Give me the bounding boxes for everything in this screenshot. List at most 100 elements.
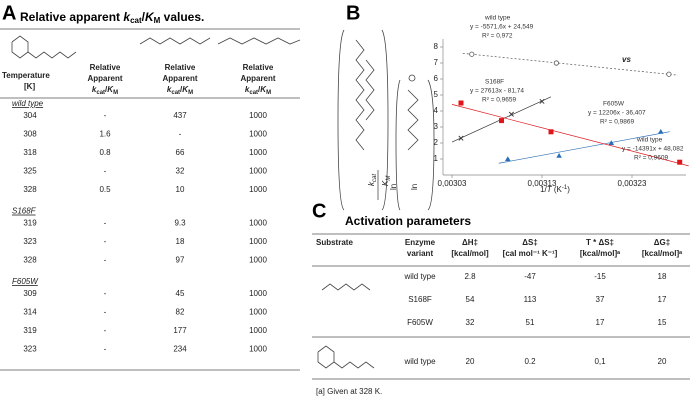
cell: S168F xyxy=(408,295,432,304)
cell: 1000 xyxy=(249,256,267,265)
cell: 323 xyxy=(23,345,37,354)
column-header: Substrate xyxy=(316,238,353,247)
cell: 17 xyxy=(658,295,667,304)
cell: 0.5 xyxy=(99,185,111,194)
column-header: ΔS‡ xyxy=(522,238,538,247)
series-label: wild type xyxy=(636,137,663,144)
point xyxy=(677,159,683,165)
header-part: cat xyxy=(96,90,105,96)
cell: 325 xyxy=(23,167,37,176)
title-part: M xyxy=(154,16,161,25)
cell: 113 xyxy=(524,295,537,304)
cell: 0.2 xyxy=(524,357,536,366)
column-header: variant xyxy=(407,249,434,258)
point xyxy=(666,71,672,77)
header-part: k xyxy=(92,85,97,94)
header-part: / xyxy=(258,85,261,94)
equation: y = 27613x - 81,74 xyxy=(470,88,524,95)
r-squared: R² = 0,9609 xyxy=(634,155,669,162)
point xyxy=(658,129,664,134)
cell: - xyxy=(104,326,107,335)
structure xyxy=(337,29,435,211)
title-part: cat xyxy=(130,16,142,25)
y-axis-label: KM xyxy=(381,176,391,186)
header-part: cat xyxy=(249,90,258,96)
cell: 15 xyxy=(658,318,667,327)
column-header: [kcal/mol]ᵃ xyxy=(580,249,620,258)
cell: 314 xyxy=(23,308,37,317)
y-tick-label: 3 xyxy=(434,122,439,131)
cell: 319 xyxy=(23,326,37,335)
structure xyxy=(11,35,301,59)
cell: -47 xyxy=(524,272,536,281)
y-tick-label: 7 xyxy=(434,58,439,67)
point xyxy=(505,156,511,161)
y-tick-label: 8 xyxy=(434,42,439,51)
column-header: [K] xyxy=(24,82,35,91)
table-title: Activation parameters xyxy=(345,214,471,228)
header-part: cat xyxy=(171,90,180,96)
structure xyxy=(317,283,375,369)
point xyxy=(469,51,475,57)
cell: 51 xyxy=(526,318,535,327)
panel-label: C xyxy=(312,200,326,222)
cell: - xyxy=(104,111,107,120)
trend-line xyxy=(498,131,670,164)
column-header: Enzyme xyxy=(405,238,436,247)
cell: 1000 xyxy=(249,185,267,194)
y-axis-label-part: K xyxy=(381,180,390,186)
cell: 45 xyxy=(176,289,185,298)
cell: 1000 xyxy=(249,237,267,246)
header-part: / xyxy=(105,85,108,94)
cell: 323 xyxy=(23,237,37,246)
x-axis-label-part: -1 xyxy=(562,185,568,191)
cell: 308 xyxy=(23,130,37,139)
series-label: S168F xyxy=(485,79,504,86)
cell: 82 xyxy=(176,308,185,317)
cell: 20 xyxy=(658,357,667,366)
y-axis-label-part: k xyxy=(367,181,376,186)
cell: 10 xyxy=(176,185,185,194)
cell: - xyxy=(104,167,107,176)
point xyxy=(499,118,504,124)
r-squared: R² = 0,9659 xyxy=(482,97,517,104)
cell: - xyxy=(104,237,107,246)
annotation: vs xyxy=(622,55,631,64)
cell: 20 xyxy=(466,357,475,366)
r-squared: R² = 0,9869 xyxy=(600,119,635,126)
cell: 97 xyxy=(176,256,185,265)
cell: - xyxy=(104,219,107,228)
cell: 37 xyxy=(596,295,605,304)
header-part: K xyxy=(260,85,267,94)
title-part: k xyxy=(123,10,131,24)
cell: 1000 xyxy=(249,167,267,176)
panel-label: B xyxy=(346,2,360,24)
y-tick-label: 5 xyxy=(434,90,439,99)
y-tick-label: 4 xyxy=(434,106,439,115)
cell: 319 xyxy=(23,219,37,228)
point xyxy=(458,135,464,141)
column-header: Relative xyxy=(165,63,196,72)
cell: 177 xyxy=(173,326,187,335)
x-tick-label: 0,00303 xyxy=(438,179,467,188)
y-axis-label: ln xyxy=(410,184,419,190)
cell: -15 xyxy=(594,272,606,281)
cell: 18 xyxy=(176,237,185,246)
column-header: kcat/KM xyxy=(167,85,193,95)
cell: 318 xyxy=(23,148,37,157)
header-part: / xyxy=(180,85,183,94)
trend-line xyxy=(451,104,689,167)
cell: - xyxy=(104,289,107,298)
header-part: M xyxy=(188,90,193,96)
cell: 54 xyxy=(466,295,475,304)
title-part: values. xyxy=(160,10,204,24)
point xyxy=(458,100,464,106)
title-part: / xyxy=(142,10,146,24)
point xyxy=(556,153,562,158)
column-header: kcat/KM xyxy=(92,85,118,95)
column-header: kcat/KM xyxy=(245,85,271,95)
group-label: wild type xyxy=(12,99,44,108)
column-header: Apparent xyxy=(162,74,197,83)
point xyxy=(508,111,514,117)
